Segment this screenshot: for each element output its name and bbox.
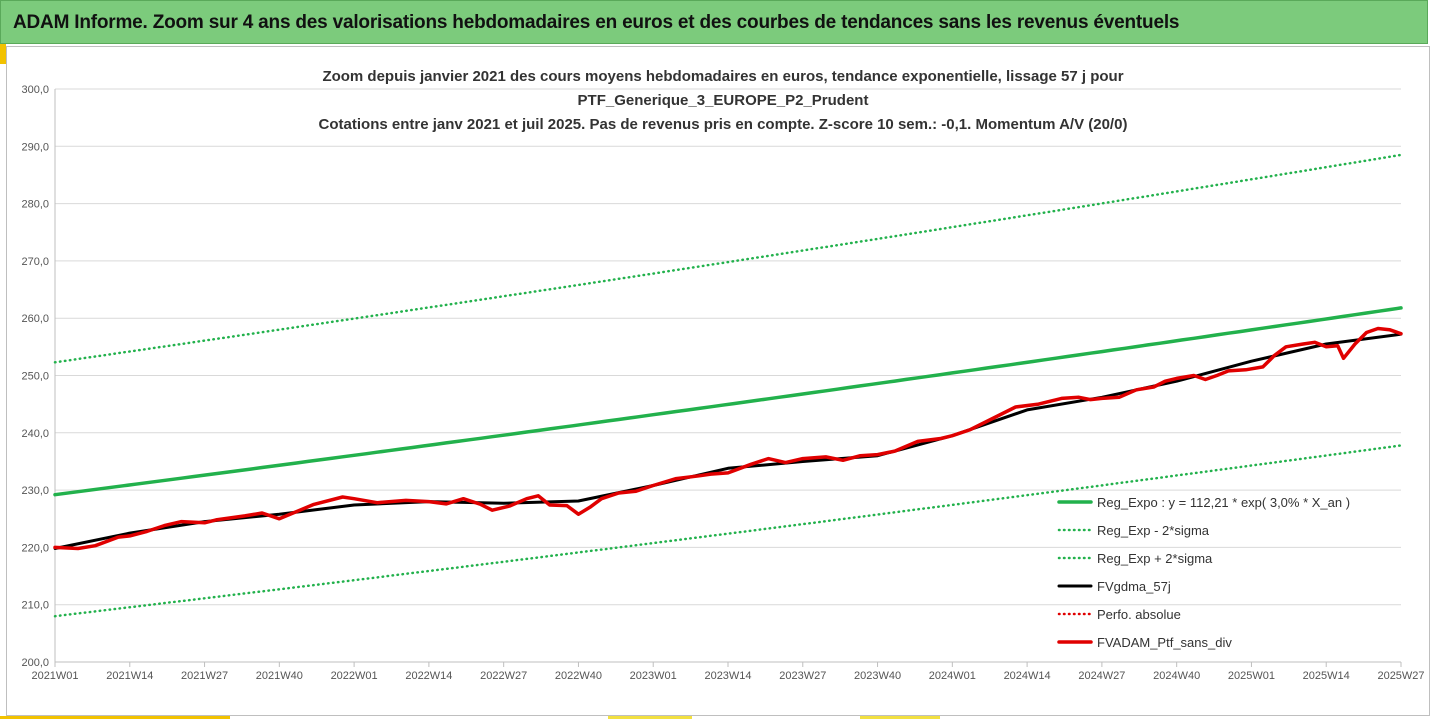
y-tick-label: 220,0 [21, 542, 49, 554]
y-tick-label: 200,0 [21, 657, 49, 669]
x-tick-label: 2022W01 [331, 670, 378, 682]
bottom-accent-mark [608, 716, 692, 719]
x-tick-label: 2023W27 [779, 670, 826, 682]
report-title: ADAM Informe. Zoom sur 4 ans des valoris… [13, 12, 1180, 33]
x-tick-label: 2023W14 [704, 670, 751, 682]
y-tick-label: 210,0 [21, 600, 49, 612]
x-tick-label: 2024W40 [1153, 670, 1200, 682]
series-line-6 [53, 326, 1403, 551]
x-tick-label: 2021W14 [106, 670, 153, 682]
chart-frame: Zoom depuis janvier 2021 des cours moyen… [6, 46, 1430, 716]
y-tick-label: 300,0 [21, 84, 49, 96]
x-tick-label: 2022W14 [405, 670, 452, 682]
x-tick-label: 2025W01 [1228, 670, 1275, 682]
legend-label: Perfo. absolue [1097, 607, 1181, 622]
chart-title-line-3: Cotations entre janv 2021 et juil 2025. … [319, 116, 1128, 133]
legend-label: Reg_Exp + 2*sigma [1097, 551, 1213, 566]
series-lines [53, 153, 1403, 618]
x-tick-label: 2023W01 [630, 670, 677, 682]
series-line-4 [53, 332, 1403, 550]
x-tick-label: 2025W27 [1377, 670, 1424, 682]
legend-label: FVgdma_57j [1097, 579, 1171, 594]
chart-title-line-1: Zoom depuis janvier 2021 des cours moyen… [322, 68, 1123, 85]
x-tick-label: 2022W40 [555, 670, 602, 682]
bottom-accent-mark [860, 716, 940, 719]
y-tick-label: 270,0 [21, 256, 49, 268]
x-tick-label: 2024W27 [1078, 670, 1125, 682]
y-tick-label: 230,0 [21, 485, 49, 497]
x-tick-label: 2021W40 [256, 670, 303, 682]
x-tick-label: 2024W01 [929, 670, 976, 682]
y-tick-label: 290,0 [21, 141, 49, 153]
left-accent-bar [0, 44, 6, 64]
series-line-2 [53, 444, 1403, 618]
legend-label: FVADAM_Ptf_sans_div [1097, 635, 1232, 650]
chart-title: Zoom depuis janvier 2021 des cours moyen… [319, 68, 1128, 133]
x-tick-label: 2021W01 [31, 670, 78, 682]
bottom-accent-bar [0, 716, 230, 719]
series-line-1 [53, 306, 1403, 497]
x-tick-label: 2025W14 [1303, 670, 1350, 682]
series-line-3 [53, 153, 1403, 364]
y-tick-label: 250,0 [21, 371, 49, 383]
y-axis: 200,0 210,0 220,0 230,0 240,0 250,0 260,0 270,0… [21, 84, 56, 669]
report-banner: ADAM Informe. Zoom sur 4 ans des valoris… [0, 0, 1428, 44]
x-tick-label: 2024W14 [1004, 670, 1051, 682]
legend: Reg_Expo : y = 112,21 * exp( 3,0% * X_an… [1057, 495, 1350, 650]
y-tick-label: 260,0 [21, 313, 49, 325]
chart-title-line-2: PTF_Generique_3_EUROPE_P2_Prudent [578, 92, 869, 109]
x-tick-label: 2022W27 [480, 670, 527, 682]
x-tick-label: 2021W27 [181, 670, 228, 682]
y-tick-label: 240,0 [21, 428, 49, 440]
x-tick-label: 2023W40 [854, 670, 901, 682]
legend-label: Reg_Exp - 2*sigma [1097, 523, 1210, 538]
line-chart: Zoom depuis janvier 2021 des cours moyen… [21, 68, 1425, 682]
legend-label: Reg_Expo : y = 112,21 * exp( 3,0% * X_an… [1097, 495, 1350, 510]
y-tick-label: 280,0 [21, 199, 49, 211]
x-axis: 2021W01 2021W14 2021W27 2021W40 2022W01 2022W… [31, 662, 1425, 682]
